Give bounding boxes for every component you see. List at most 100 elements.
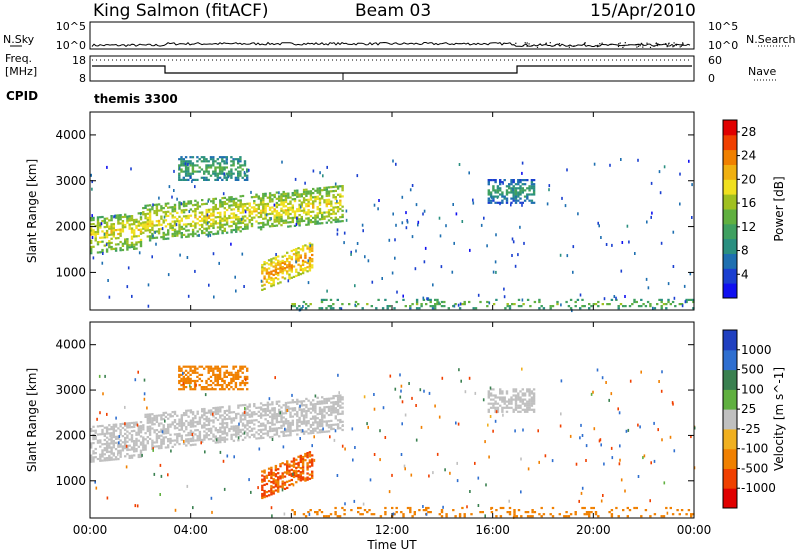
echo-cell: [182, 379, 185, 383]
echo-cell: [232, 160, 235, 163]
echo-cell: [271, 429, 274, 432]
echo-cell: [225, 384, 228, 387]
echo-cell: [512, 185, 515, 188]
echo-cell: [157, 228, 161, 231]
echo-point: [439, 234, 442, 238]
echo-cell: [103, 426, 106, 429]
echo-cell: [180, 428, 183, 431]
echo-cell: [574, 511, 577, 514]
echo-cell: [191, 228, 195, 231]
echo-cell: [248, 202, 251, 205]
echo-cell: [510, 183, 513, 186]
echo-cell: [160, 227, 163, 231]
echo-cell: [261, 270, 264, 273]
echo-cell: [685, 300, 688, 304]
echo-cell: [277, 478, 280, 481]
echo-cell: [119, 222, 122, 225]
echo-cell: [119, 247, 122, 250]
echo-cell: [119, 431, 122, 434]
echo-cell: [92, 223, 95, 226]
echo-cell: [151, 232, 154, 236]
echo-cell: [513, 511, 516, 514]
echo-cell: [148, 222, 152, 225]
echo-cell: [519, 187, 522, 190]
echo-cell: [223, 219, 226, 222]
echo-cell: [133, 425, 136, 428]
echo-cell: [434, 305, 437, 308]
echo-point: [527, 467, 530, 471]
echo-point: [661, 438, 663, 442]
echo-cell: [228, 427, 231, 431]
echo-cell: [523, 398, 527, 401]
echo-point: [171, 195, 173, 199]
echo-cell: [267, 263, 271, 266]
echo-cell: [96, 243, 100, 246]
echo-cell: [103, 459, 106, 462]
echo-cell: [257, 410, 260, 413]
echo-cell: [212, 218, 215, 221]
echo-cell: [246, 432, 249, 435]
echo-point: [138, 251, 141, 255]
echo-cell: [219, 215, 222, 218]
echo-cell: [306, 270, 309, 273]
echo-point: [355, 249, 357, 253]
echo-cell: [257, 433, 260, 436]
echo-cell: [212, 160, 215, 163]
echo-cell: [512, 193, 515, 196]
echo-point: [647, 286, 650, 290]
echo-cell: [225, 386, 228, 389]
echo-cell: [191, 435, 195, 438]
echo-point: [244, 378, 247, 382]
echo-cell: [218, 162, 222, 165]
echo-cell: [216, 406, 220, 409]
echo-point: [294, 177, 297, 181]
echo-cell: [282, 209, 285, 212]
echo-cell: [523, 404, 527, 407]
echo-cell: [103, 447, 106, 450]
echo-point: [474, 391, 477, 395]
echo-cell: [290, 276, 293, 279]
echo-point: [184, 162, 187, 166]
echo-cell: [305, 397, 308, 400]
echo-cell: [219, 224, 222, 227]
echo-cell: [148, 235, 152, 238]
echo-point: [488, 455, 490, 459]
echo-cell: [232, 433, 236, 436]
echo-cell: [304, 269, 307, 272]
echo-cell: [167, 237, 170, 240]
freq-panel-frame: [89, 55, 695, 82]
echo-cell: [489, 392, 493, 395]
echo-cell: [526, 511, 530, 514]
echo-point: [495, 270, 497, 274]
echo-cell: [503, 402, 506, 405]
echo-cell: [263, 287, 266, 290]
echo-cell: [357, 303, 360, 306]
echo-cell: [133, 245, 136, 248]
echo-cell: [189, 419, 193, 422]
echo-cell: [230, 198, 233, 201]
echo-cell: [241, 176, 244, 179]
echo-cell: [298, 224, 301, 227]
echo-cell: [176, 220, 179, 223]
echo-point: [637, 475, 640, 478]
echo-cell: [263, 489, 266, 493]
echo-cell: [512, 191, 515, 194]
echo-cell: [108, 246, 111, 249]
echo-cell: [255, 419, 258, 422]
echo-cell: [314, 189, 317, 192]
echo-cell: [273, 411, 276, 414]
echo-cell: [130, 446, 134, 449]
echo-cell: [185, 444, 188, 447]
echo-cell: [532, 191, 536, 194]
echo-cell: [223, 428, 226, 431]
echo-cell: [514, 404, 518, 407]
echo-point: [634, 252, 636, 255]
echo-cell: [173, 203, 177, 206]
echo-cell: [631, 303, 634, 306]
echo-cell: [96, 232, 100, 235]
echo-cell: [325, 515, 328, 518]
echo-cell: [237, 404, 240, 407]
echo-point: [646, 220, 648, 224]
echo-cell: [270, 276, 273, 279]
echo-cell: [512, 410, 515, 413]
